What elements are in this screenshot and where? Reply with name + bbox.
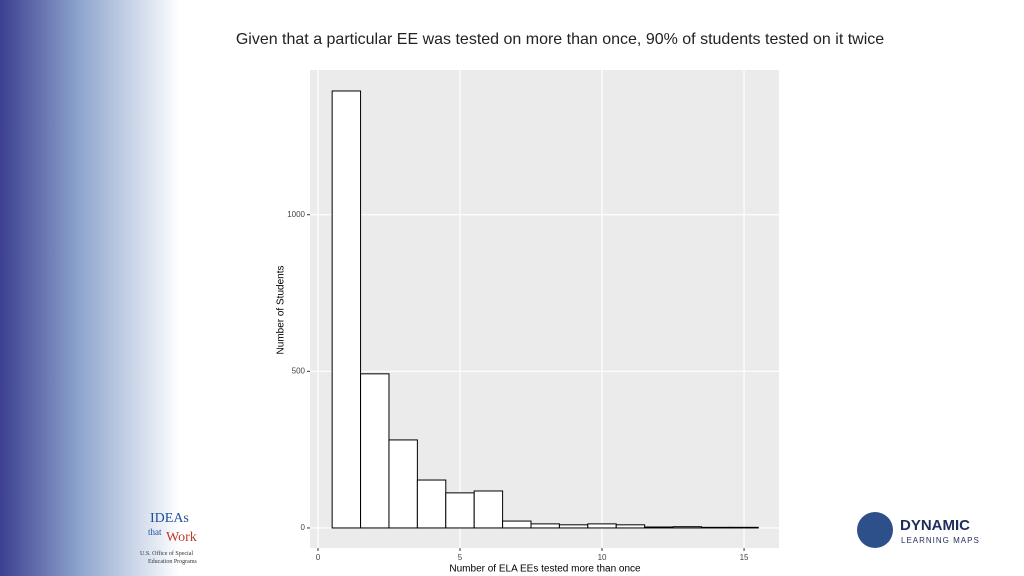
bar: [360, 373, 390, 529]
side-decoration: [0, 0, 180, 576]
bar: [502, 520, 532, 529]
bar: [473, 490, 504, 529]
logo-text: Education Programs: [148, 559, 197, 565]
y-axis-label: Number of Students: [276, 266, 287, 355]
bar: [587, 523, 617, 529]
bar: [388, 439, 418, 529]
logo-right: DYNAMIC LEARNING MAPS: [857, 512, 980, 548]
bar: [700, 526, 731, 529]
logo-text: DYNAMIC: [900, 517, 970, 534]
x-tick-label: 15: [740, 553, 749, 562]
logo-text: LEARNING MAPS: [901, 536, 980, 545]
bar: [416, 479, 447, 529]
logo-text: U.S. Office of Special: [140, 550, 193, 557]
bar: [644, 526, 674, 529]
bar: [558, 524, 589, 529]
x-axis-label: Number of ELA EEs tested more than once: [449, 564, 641, 575]
x-tick-label: 5: [458, 553, 463, 562]
y-tick-label: 1000: [287, 210, 305, 219]
x-tick-label: 10: [598, 553, 607, 562]
bar: [729, 526, 759, 529]
slide-title: Given that a particular EE was tested on…: [236, 31, 884, 48]
x-tick-label: 0: [316, 553, 321, 562]
logo-globe: [857, 512, 893, 548]
bar: [530, 523, 560, 529]
logo-left: IDEAs that Work U.S. Office of Special E…: [140, 511, 197, 565]
bar: [672, 526, 702, 529]
y-tick-label: 500: [292, 366, 306, 375]
bar: [331, 90, 362, 529]
y-tick-label: 0: [301, 523, 306, 532]
bar: [445, 492, 475, 529]
bar: [615, 524, 646, 529]
logo-text: Work: [166, 530, 197, 545]
logo-text: IDEAs: [150, 511, 189, 526]
logo-text: that: [148, 527, 162, 537]
